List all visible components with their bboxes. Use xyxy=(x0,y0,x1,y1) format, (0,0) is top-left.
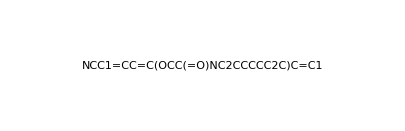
Text: NCC1=CC=C(OCC(=O)NC2CCCCC2C)C=C1: NCC1=CC=C(OCC(=O)NC2CCCCC2C)C=C1 xyxy=(82,61,323,70)
